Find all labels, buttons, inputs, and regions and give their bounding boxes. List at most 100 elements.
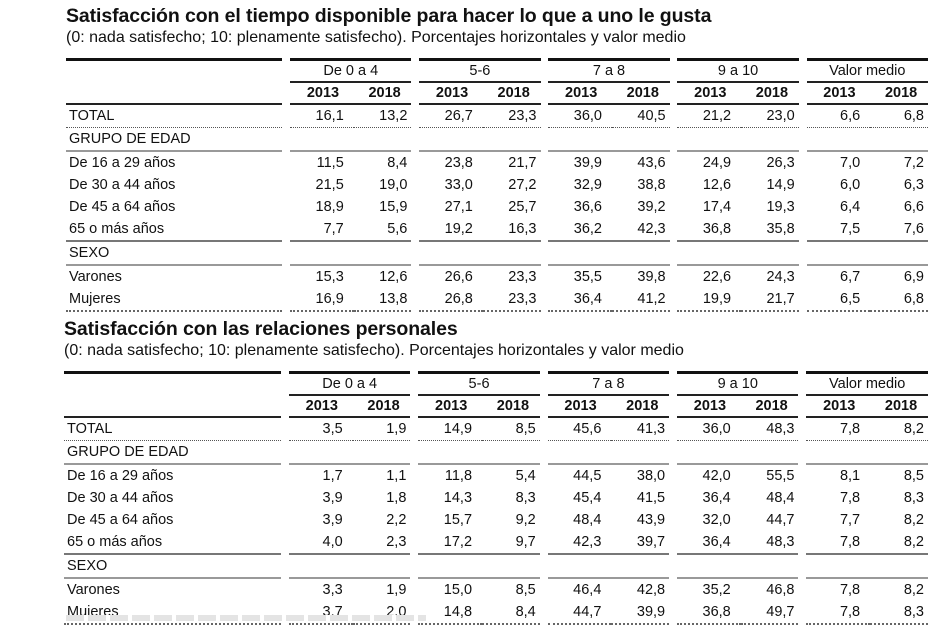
cell-value: 7,8 bbox=[806, 601, 871, 625]
cell-value: 36,8 bbox=[677, 218, 742, 242]
row-label: 65 o más años bbox=[66, 218, 283, 242]
column-group-header: De 0 a 4 bbox=[288, 374, 411, 396]
cell-value: 11,8 bbox=[444, 468, 473, 484]
table-row: De 16 a 29 años 11,5 8,4 23,8 21,7 39,9 43,6 24… bbox=[66, 152, 928, 174]
cell-value: 8,5 bbox=[482, 418, 540, 441]
year-header: 2013 bbox=[548, 83, 612, 105]
cell-value: 39,7 bbox=[611, 531, 670, 555]
cell-value bbox=[741, 242, 799, 266]
column-group-header: Valor medio bbox=[806, 374, 928, 396]
cell-value: 33,0 bbox=[444, 177, 473, 193]
table-subtitle: (0: nada satisfecho; 10: plenamente sati… bbox=[66, 29, 686, 46]
cell-value: 46,8 bbox=[766, 582, 795, 598]
year-header: 2018 bbox=[740, 396, 799, 418]
cell-value: 27,1 bbox=[444, 199, 473, 215]
cell-value: 19,3 bbox=[766, 199, 795, 215]
cell-value: 15,3 bbox=[315, 269, 344, 285]
cell-value: 23,8 bbox=[444, 155, 473, 171]
cell-value: 39,8 bbox=[637, 269, 666, 285]
cell-value: 8,4 bbox=[482, 601, 540, 625]
cell-value: 36,4 bbox=[677, 531, 741, 555]
header-year-row: 2013 2018 2013 2018 2013 2018 2013 2018 2013 2018 bbox=[64, 396, 928, 418]
cell-value bbox=[353, 242, 412, 266]
cell-value bbox=[677, 242, 742, 266]
table-row: De 16 a 29 años 1,7 1,1 11,8 5,4 44,5 38,0 42,0… bbox=[64, 465, 928, 487]
cell-value: 7,0 bbox=[840, 155, 861, 171]
cell-value bbox=[806, 128, 871, 152]
cell-value bbox=[870, 128, 928, 152]
column-group-header: 9 a 10 bbox=[677, 61, 799, 83]
cell-value: 25,7 bbox=[508, 199, 537, 215]
cell-value: 13,8 bbox=[353, 288, 412, 312]
cell-value: 6,8 bbox=[870, 288, 928, 312]
cut-off-text-fragment bbox=[66, 615, 426, 621]
row-label: TOTAL bbox=[66, 105, 283, 128]
cell-value: 41,3 bbox=[611, 418, 670, 441]
cell-value: 26,3 bbox=[766, 155, 795, 171]
cell-value: 42,0 bbox=[702, 468, 731, 484]
cell-value bbox=[482, 128, 541, 152]
year-header: 2018 bbox=[352, 396, 411, 418]
cell-value bbox=[611, 555, 670, 579]
cell-value: 23,3 bbox=[508, 269, 537, 285]
year-header: 2013 bbox=[677, 396, 741, 418]
cell-value: 44,7 bbox=[766, 512, 795, 528]
cell-value bbox=[677, 555, 741, 579]
cell-value: 48,3 bbox=[740, 418, 799, 441]
table-row: De 30 a 44 años 21,5 19,0 33,0 27,2 32,9 38,8 1… bbox=[66, 174, 928, 196]
column-group-header: 7 a 8 bbox=[548, 61, 670, 83]
cell-value: 14,9 bbox=[766, 177, 795, 193]
cell-value: 18,9 bbox=[315, 199, 344, 215]
row-label: Mujeres bbox=[64, 601, 282, 625]
cell-value: 7,7 bbox=[839, 512, 861, 528]
cell-value: 3,9 bbox=[322, 512, 343, 528]
cell-value bbox=[288, 555, 353, 579]
row-label: GRUPO DE EDAD bbox=[66, 128, 283, 152]
cell-value: 43,9 bbox=[636, 512, 666, 528]
cell-value: 38,0 bbox=[636, 468, 666, 484]
cell-value: 36,2 bbox=[548, 218, 612, 242]
cell-value: 36,4 bbox=[548, 288, 612, 312]
year-header: 2013 bbox=[288, 396, 353, 418]
cell-value bbox=[870, 441, 928, 465]
cell-value: 7,2 bbox=[903, 155, 924, 171]
year-header: 2013 bbox=[547, 396, 612, 418]
cell-value: 39,9 bbox=[611, 601, 670, 625]
cell-value: 36,4 bbox=[702, 490, 731, 506]
table-row: De 45 a 64 años 18,9 15,9 27,1 25,7 36,6 39,2 1… bbox=[66, 196, 928, 218]
cell-value bbox=[288, 441, 353, 465]
table-section-tiempo-disponible: Satisfacción con el tiempo disponible pa… bbox=[66, 4, 928, 312]
cell-value: 6,5 bbox=[806, 288, 871, 312]
year-header: 2018 bbox=[353, 83, 412, 105]
year-header: 2018 bbox=[870, 83, 928, 105]
cell-value: 40,5 bbox=[611, 105, 670, 128]
table-row: Mujeres 3,7 2,0 14,8 8,4 44,7 39,9 36,8 49,7 7,8 8… bbox=[64, 601, 928, 625]
cell-value: 49,7 bbox=[740, 601, 799, 625]
cell-value: 7,5 bbox=[806, 218, 871, 242]
cell-value: 8,3 bbox=[870, 601, 928, 625]
cell-value bbox=[548, 128, 612, 152]
cell-value bbox=[806, 441, 871, 465]
cell-value: 39,9 bbox=[573, 155, 602, 171]
year-header: 2018 bbox=[482, 83, 541, 105]
row-label: Varones bbox=[67, 582, 120, 598]
cell-value: 2,3 bbox=[352, 531, 411, 555]
cell-value: 38,8 bbox=[637, 177, 666, 193]
cell-value: 24,3 bbox=[766, 269, 795, 285]
cell-value: 48,4 bbox=[766, 490, 795, 506]
cell-value: 6,4 bbox=[840, 199, 861, 215]
column-group-header: 9 a 10 bbox=[677, 374, 799, 396]
cell-value: 55,5 bbox=[766, 468, 795, 484]
cell-value: 8,4 bbox=[387, 155, 408, 171]
row-label: SEXO bbox=[64, 555, 282, 579]
cell-value bbox=[547, 441, 612, 465]
cell-value: 8,3 bbox=[903, 490, 924, 506]
cell-value: 16,3 bbox=[482, 218, 541, 242]
cell-value: 32,9 bbox=[573, 177, 602, 193]
column-group-header: De 0 a 4 bbox=[290, 61, 412, 83]
cell-value: 22,6 bbox=[702, 269, 732, 285]
section-header-row: GRUPO DE EDAD bbox=[66, 128, 928, 152]
cell-value: 15,7 bbox=[443, 512, 473, 528]
row-label: 65 o más años bbox=[64, 531, 282, 555]
cell-value: 9,2 bbox=[515, 512, 536, 528]
